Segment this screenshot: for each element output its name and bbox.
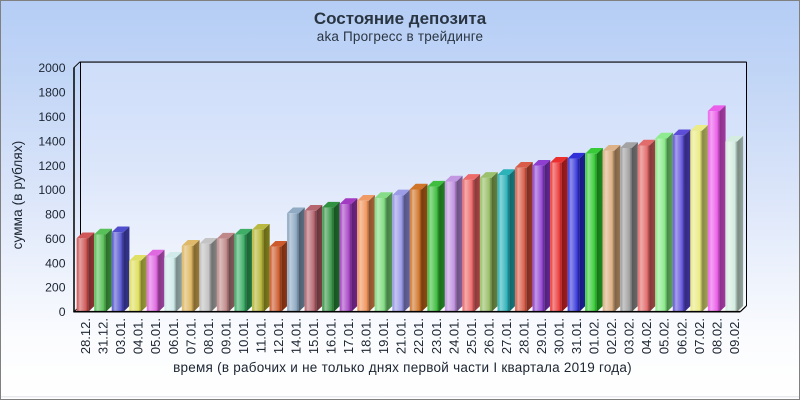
svg-text:15.01.: 15.01. [306, 318, 321, 354]
svg-text:18.01.: 18.01. [359, 318, 374, 354]
svg-text:08.01.: 08.01. [201, 318, 216, 354]
svg-text:04.02.: 04.02. [639, 318, 654, 354]
svg-text:200: 200 [45, 281, 66, 295]
svg-text:1000: 1000 [38, 183, 65, 197]
svg-text:19.01.: 19.01. [376, 318, 391, 354]
svg-text:Состояние депозита: Состояние депозита [314, 9, 487, 28]
svg-text:09.01.: 09.01. [218, 318, 233, 354]
svg-text:04.01.: 04.01. [131, 318, 146, 354]
svg-text:05.01.: 05.01. [148, 318, 163, 354]
svg-text:17.01.: 17.01. [341, 318, 356, 354]
svg-text:31.12.: 31.12. [96, 318, 111, 354]
svg-text:21.01.: 21.01. [394, 318, 409, 354]
svg-text:2000: 2000 [38, 61, 65, 75]
svg-text:1600: 1600 [38, 110, 65, 124]
svg-text:25.01.: 25.01. [464, 318, 479, 354]
svg-text:1800: 1800 [38, 86, 65, 100]
svg-text:31.01.: 31.01. [569, 318, 584, 354]
svg-text:30.01.: 30.01. [552, 318, 567, 354]
svg-text:06.02.: 06.02. [674, 318, 689, 354]
svg-text:1400: 1400 [38, 134, 65, 148]
svg-text:aka Прогресс в трейдинге: aka Прогресс в трейдинге [317, 29, 483, 44]
svg-text:01.02.: 01.02. [587, 318, 602, 354]
svg-text:800: 800 [45, 208, 66, 222]
svg-text:27.01.: 27.01. [499, 318, 514, 354]
svg-text:26.01.: 26.01. [481, 318, 496, 354]
svg-text:16.01.: 16.01. [324, 318, 339, 354]
svg-text:05.02.: 05.02. [657, 318, 672, 354]
svg-text:07.01.: 07.01. [183, 318, 198, 354]
svg-text:09.02.: 09.02. [727, 318, 742, 354]
svg-text:0: 0 [59, 305, 66, 319]
svg-text:03.01.: 03.01. [113, 318, 128, 354]
svg-text:600: 600 [45, 232, 66, 246]
svg-text:07.02.: 07.02. [692, 318, 707, 354]
svg-text:400: 400 [45, 256, 66, 270]
svg-text:06.01.: 06.01. [166, 318, 181, 354]
svg-text:1200: 1200 [38, 159, 65, 173]
svg-text:28.12.: 28.12. [78, 318, 93, 354]
svg-text:22.01.: 22.01. [411, 318, 426, 354]
svg-text:11.01.: 11.01. [253, 318, 268, 353]
svg-text:29.01.: 29.01. [534, 318, 549, 354]
svg-text:03.02.: 03.02. [622, 318, 637, 354]
svg-text:28.01.: 28.01. [516, 318, 531, 354]
svg-text:24.01.: 24.01. [446, 318, 461, 354]
svg-text:02.02.: 02.02. [604, 318, 619, 354]
svg-text:сумма (в рублях): сумма (в рублях) [10, 141, 25, 250]
svg-text:23.01.: 23.01. [429, 318, 444, 354]
svg-text:время (в рабочих и не только д: время (в рабочих и не только днях первой… [173, 360, 632, 375]
svg-text:12.01.: 12.01. [271, 318, 286, 354]
svg-text:14.01.: 14.01. [289, 318, 304, 354]
svg-text:10.01.: 10.01. [236, 318, 251, 354]
svg-text:08.02.: 08.02. [709, 318, 724, 354]
